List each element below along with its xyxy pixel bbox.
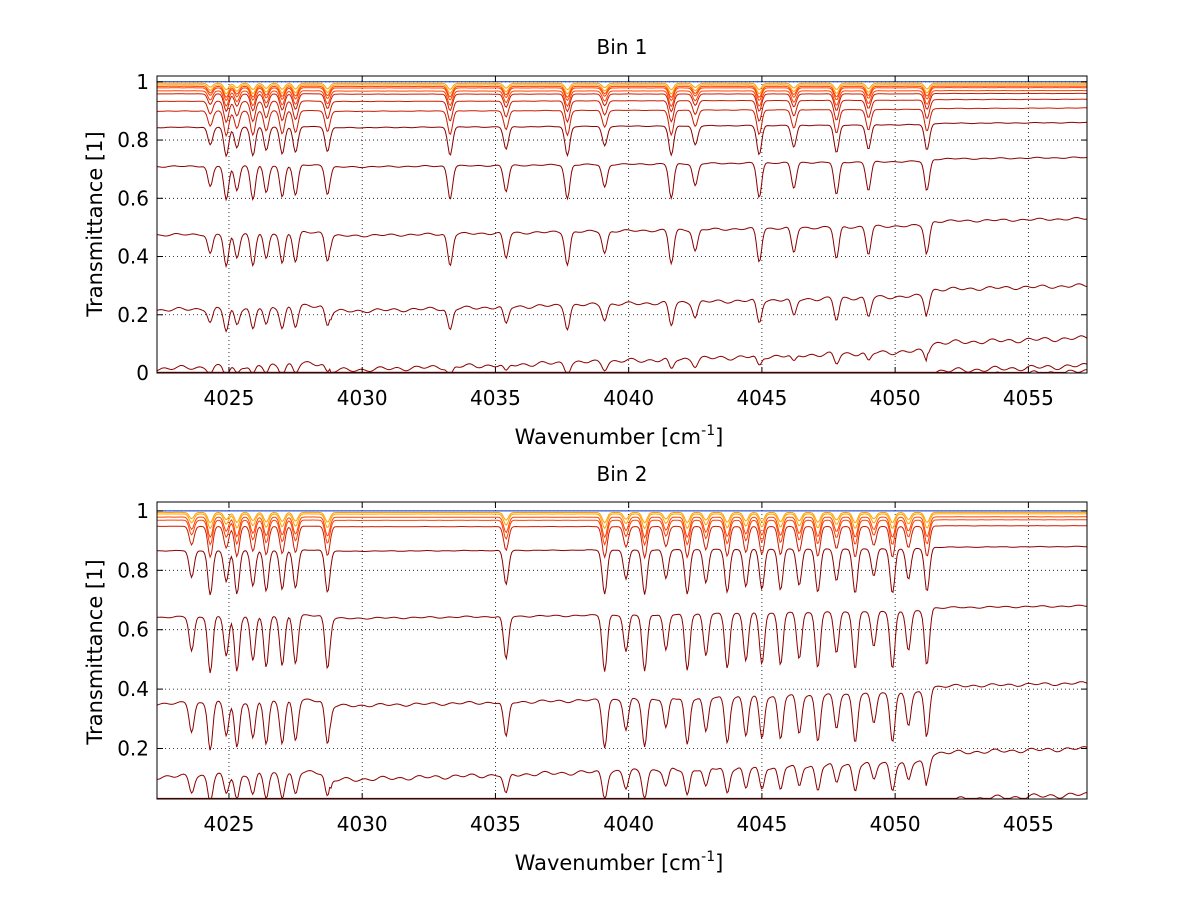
plot-bin-1-series-11: [156, 87, 1088, 102]
plot-bin-2-ytick-label-0: 0.2: [117, 737, 149, 761]
plot-bin-1-series-12: [157, 85, 1087, 99]
plot-bin-2-xtick-label-1: 4030: [337, 812, 388, 836]
plot-bin-2-frame: [156, 501, 1088, 800]
plot-bin-2-xlabel-end: ]: [715, 851, 723, 875]
plot-bin-1-frame: [156, 75, 1088, 374]
plot-bin-1-xtick-label-4: 4045: [736, 386, 787, 410]
plot-bin-1-background: [157, 76, 1087, 373]
plot-bin-1-ytick-label-5: 1: [136, 70, 149, 94]
plot-bin-2-lines: [156, 510, 1088, 800]
plot-bin-1-series-8: [157, 98, 1088, 124]
plot-bin-2-series-9: [157, 511, 1087, 524]
plot-bin-1-ytick-label-0: 0: [136, 361, 149, 385]
plot-bin-1-ylabel: Transmittance [1]: [83, 131, 107, 317]
plot-bin-1-series-2: [156, 335, 1088, 373]
plot-bin-2-xtick-label-4: 4045: [736, 812, 787, 836]
plot-bin-1-xtick-label-1: 4030: [337, 386, 388, 410]
plot-bin-1-series-5: [156, 156, 1088, 202]
plot-bin-1-ytick-label-2: 0.4: [117, 245, 149, 269]
plot-bin-1-title: Bin 1: [596, 35, 647, 59]
plot-bin-1: 4025 4030 4035 4040 4045 4050 4055 0 0.2 0.4 0.6 0.…: [83, 35, 1088, 449]
plot-bin-2-xtick-label-6: 4055: [1003, 812, 1054, 836]
plot-bin-2-ytick-label-1: 0.4: [117, 677, 149, 701]
plot-bin-1-ytick-label-3: 0.6: [117, 186, 149, 210]
plot-bin-2-xtick-label-5: 4050: [870, 812, 921, 836]
plot-bin-1-xlabel-end: ]: [715, 425, 723, 449]
plot-bin-1-series-9: [157, 92, 1087, 113]
plot-bin-2-xtick-label-2: 4035: [470, 812, 521, 836]
plot-bin-2-series-2: [156, 681, 1088, 751]
plot-bin-2-series-8: [157, 513, 1087, 530]
plot-bin-1-ytick-label-4: 0.8: [117, 128, 149, 152]
plot-bin-1-xlabel-sup: -1: [701, 423, 715, 439]
plot-bin-2-ytick-label-3: 0.8: [117, 558, 149, 582]
plot-bin-2-series-3: [156, 604, 1088, 674]
plot-bin-2-ticks: 4025 4030 4035 4040 4045 4050 4055 0.2 0.4 0.6 0.8…: [117, 499, 1087, 836]
plot-bin-1-series-14: [157, 82, 1087, 91]
plot-bin-2-xlabel-sup: -1: [701, 849, 715, 865]
plot-bin-1-xlabel: Wavenumber [cm-1]: [515, 423, 724, 449]
plot-bin-2-xtick-label-0: 4025: [203, 812, 254, 836]
plot-bin-1-xlabel-main: Wavenumber [cm: [515, 425, 701, 449]
plot-bin-1-series-7: [157, 107, 1088, 138]
plot-bin-2-title: Bin 2: [596, 462, 647, 486]
plot-bin-1-series-1: [157, 362, 1088, 373]
plot-bin-2-ytick-label-4: 1: [136, 499, 149, 523]
plot-bin-1-series-4: [157, 216, 1088, 269]
plot-bin-2-xlabel: Wavenumber [cm-1]: [515, 849, 724, 875]
plot-bin-1-series-6: [156, 121, 1088, 158]
plot-bin-1-xtick-label-0: 4025: [203, 386, 254, 410]
plot-bin-1-series-10: [157, 89, 1087, 108]
plot-bin-1-series-13: [157, 84, 1087, 95]
plot-bin-1-ytick-label-1: 0.2: [117, 303, 149, 327]
plot-bin-1-xtick-label-3: 4040: [603, 386, 654, 410]
plot-bin-2-series-5: [157, 525, 1088, 560]
plot-bin-2: 4025 4030 4035 4040 4045 4050 4055 0.2 0.4 0.6 0.8…: [83, 462, 1088, 875]
plot-bin-2-series-0: [157, 792, 1088, 799]
plot-bin-2-ylabel: Transmittance [1]: [83, 559, 107, 745]
plot-bin-1-series-3: [156, 283, 1088, 333]
plot-bin-1-ticks: 4025 4030 4035 4040 4045 4050 4055 0 0.2 0.4 0.6 0.…: [117, 70, 1087, 410]
plot-bin-2-xlabel-main: Wavenumber [cm: [515, 851, 701, 875]
plot-bin-1-xtick-label-6: 4055: [1003, 386, 1054, 410]
plot-bin-2-ytick-label-2: 0.6: [117, 618, 149, 642]
plot-bin-2-series-4: [157, 545, 1087, 596]
plot-bin-1-lines: [156, 81, 1088, 373]
plot-bin-2-series-1: [157, 746, 1088, 800]
plot-bin-2-series-6: [157, 519, 1087, 547]
plot-bin-2-xtick-label-3: 4040: [603, 812, 654, 836]
plot-bin-2-series-7: [157, 516, 1087, 539]
plot-bin-1-xtick-label-5: 4050: [870, 386, 921, 410]
plot-bin-1-xtick-label-2: 4035: [470, 386, 521, 410]
